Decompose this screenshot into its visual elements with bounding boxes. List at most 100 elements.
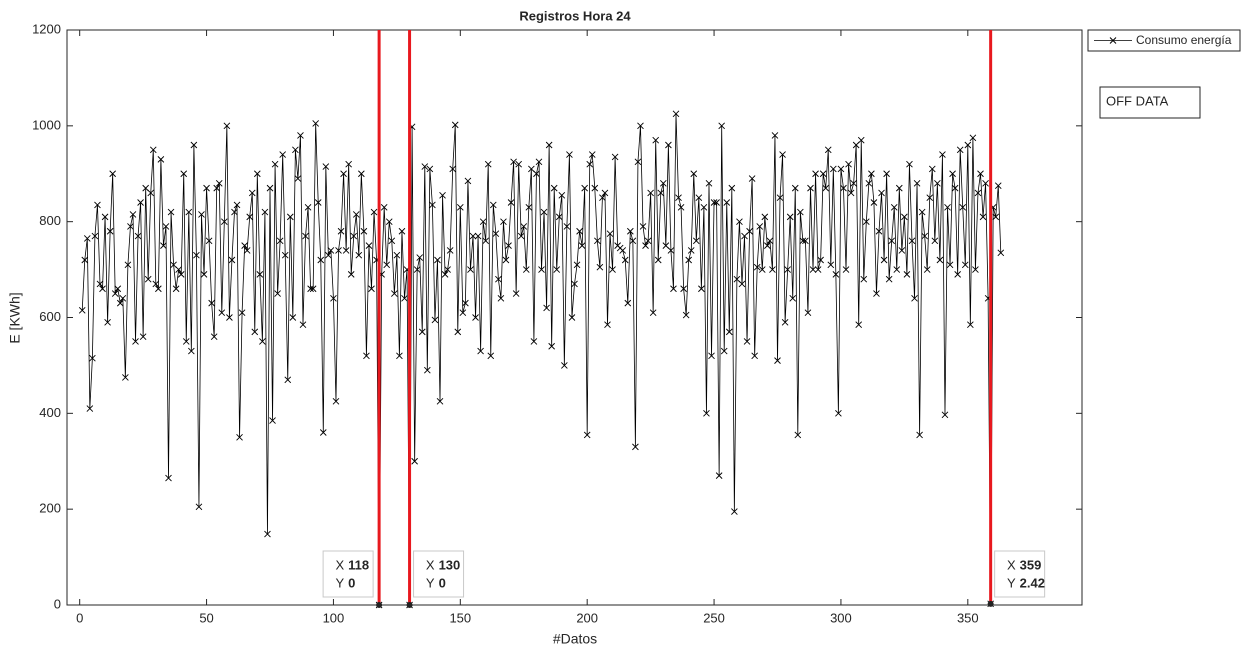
datatip-y-value: 0 (439, 575, 446, 590)
data-marker (797, 208, 804, 216)
data-marker (134, 232, 142, 240)
data-marker (271, 160, 279, 168)
data-marker (83, 235, 91, 242)
datatip-y-value: 0 (348, 575, 355, 590)
data-marker (398, 227, 406, 235)
data-marker (165, 474, 172, 482)
data-marker (505, 242, 512, 249)
data-marker (885, 275, 893, 283)
data-marker (994, 182, 1002, 190)
data-marker (193, 251, 200, 259)
data-marker (558, 191, 566, 199)
datatip-y-label: Y (335, 575, 344, 590)
data-marker (477, 347, 484, 355)
data-marker (152, 280, 160, 288)
data-marker (878, 189, 885, 197)
data-marker (624, 299, 632, 307)
data-marker (456, 203, 464, 211)
data-marker (954, 271, 961, 278)
data-marker (675, 194, 682, 202)
data-marker (888, 237, 896, 245)
data-marker (789, 295, 797, 302)
data-marker (195, 503, 203, 511)
x-axis-label: #Datos (553, 631, 597, 647)
datatip-dot (376, 602, 383, 608)
data-marker (210, 333, 218, 340)
data-marker (474, 232, 482, 240)
x-tick-label: 0 (76, 610, 83, 625)
data-marker (629, 237, 637, 245)
data-marker (738, 280, 746, 288)
data-marker (370, 208, 378, 216)
data-marker (561, 362, 568, 369)
data-marker (162, 223, 170, 230)
datatip-y-label: Y (1007, 575, 1016, 590)
data-marker (256, 271, 264, 278)
data-marker (119, 295, 127, 302)
data-marker (545, 141, 553, 149)
datatip-y-label: Y (426, 575, 435, 590)
data-marker (865, 180, 873, 187)
legend-label: Consumo energía (1136, 33, 1232, 47)
data-marker (835, 410, 842, 417)
data-marker (259, 338, 266, 345)
data-marker (769, 266, 776, 273)
data-marker (652, 136, 660, 144)
data-marker (109, 170, 116, 178)
data-marker (857, 136, 865, 144)
data-marker (568, 314, 576, 321)
data-marker (304, 203, 312, 211)
data-marker (599, 194, 606, 202)
x-tick-label: 300 (830, 610, 852, 625)
data-marker (167, 208, 175, 216)
data-marker (426, 165, 434, 173)
data-marker (86, 405, 94, 412)
data-marker (573, 261, 581, 269)
data-marker (918, 208, 926, 216)
data-marker (959, 203, 967, 211)
data-marker (368, 285, 375, 293)
data-marker (845, 160, 852, 168)
data-marker (482, 237, 490, 245)
data-marker (429, 201, 436, 209)
data-marker (276, 237, 284, 245)
x-tick-label: 350 (957, 610, 979, 625)
data-marker (299, 321, 307, 329)
data-marker (619, 247, 627, 254)
data-marker (281, 251, 289, 259)
data-marker (302, 232, 309, 240)
data-marker (972, 266, 979, 273)
data-marker (116, 299, 124, 307)
datatip-x-label: X (426, 557, 435, 572)
data-marker (319, 429, 327, 436)
data-marker (279, 151, 287, 158)
datatip-dot (406, 602, 413, 608)
data-marker (713, 199, 720, 206)
data-marker (791, 184, 799, 192)
data-marker (360, 227, 368, 235)
data-marker (347, 271, 355, 278)
y-tick-label: 800 (39, 213, 61, 228)
data-marker (588, 151, 596, 158)
data-marker (241, 242, 248, 249)
data-marker (964, 141, 972, 149)
y-tick-label: 0 (54, 596, 61, 611)
data-marker (611, 153, 619, 161)
data-marker (411, 457, 418, 465)
data-marker (205, 237, 213, 245)
y-tick-label: 1000 (32, 117, 61, 132)
data-marker (677, 203, 685, 211)
data-marker (855, 321, 863, 329)
data-marker (670, 285, 677, 293)
data-marker (512, 290, 520, 297)
data-marker (969, 134, 977, 142)
data-marker (977, 170, 984, 178)
data-marker (880, 256, 888, 264)
data-marker (926, 194, 934, 202)
data-marker (436, 398, 444, 405)
data-marker (484, 160, 492, 168)
data-marker (401, 295, 408, 302)
data-marker (454, 328, 462, 336)
data-marker (718, 122, 725, 130)
data-marker (992, 213, 1000, 221)
